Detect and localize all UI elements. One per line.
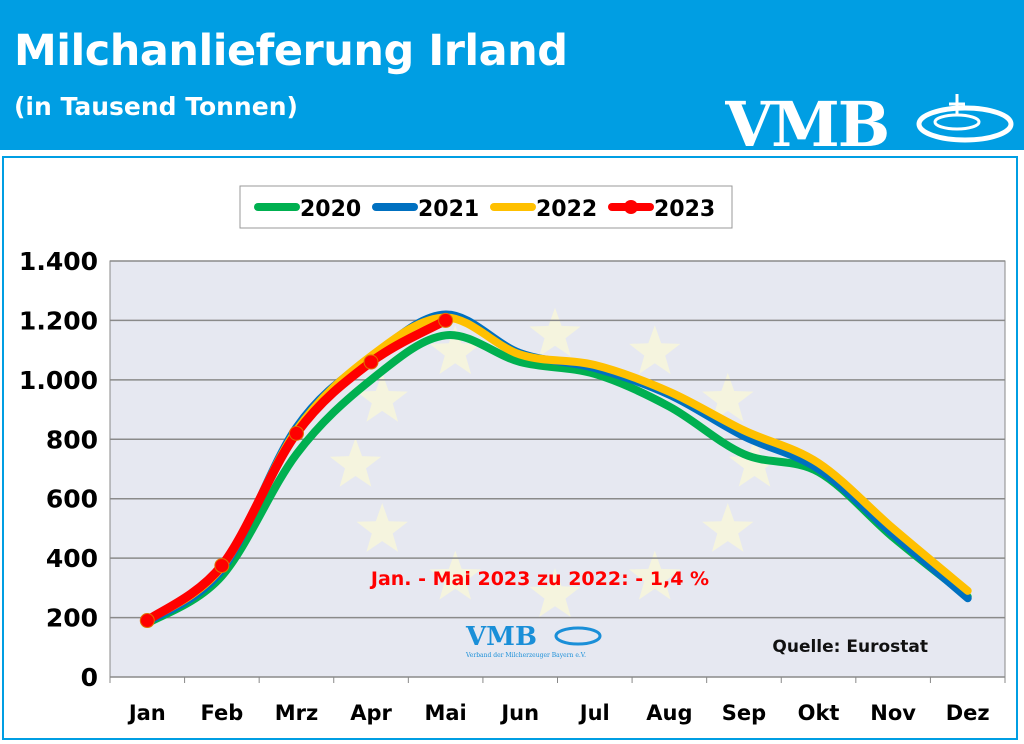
watermark-subtext: Verband der Milcherzeuger Bayern e.V. xyxy=(465,652,586,659)
legend-label-2021: 2021 xyxy=(418,197,479,222)
star-icon xyxy=(702,372,754,422)
x-tick-label: Mrz xyxy=(275,701,318,725)
star-icon xyxy=(529,568,581,617)
data-point-2023 xyxy=(288,425,304,441)
eu-stars-background xyxy=(329,307,781,617)
x-tick-label: Sep xyxy=(722,701,766,725)
x-tick-label: Jan xyxy=(127,701,166,725)
y-tick-label: 600 xyxy=(46,485,98,514)
vmb-watermark: VMB Verband der Milcherzeuger Bayern e.V… xyxy=(465,622,602,659)
star-icon xyxy=(329,438,382,487)
watermark-swirl-icon xyxy=(554,626,602,646)
star-icon xyxy=(529,307,581,357)
series-lines xyxy=(139,310,972,629)
source-text: Quelle: Eurostat xyxy=(772,637,928,657)
vmb-logo-text: VMB xyxy=(725,88,888,150)
x-tick-label: Jun xyxy=(499,701,539,725)
data-point-2023 xyxy=(139,613,155,629)
x-axis-ticks: Jan Feb Mrz Apr Mai Jun Jul Aug Sep Okt Nov Dez xyxy=(109,677,1006,725)
legend: 2020 2021 2022 2023 xyxy=(239,185,733,229)
data-point-2023 xyxy=(438,312,454,328)
y-tick-label: 1.000 xyxy=(19,366,98,395)
y-axis-ticks: 0 200 400 600 800 1.000 1.200 1.400 xyxy=(19,247,98,692)
x-tick-label: Aug xyxy=(646,701,692,725)
x-tick-label: Apr xyxy=(350,701,392,725)
x-tick-label: Mai xyxy=(424,701,466,725)
star-icon xyxy=(728,438,781,487)
chart-frame xyxy=(2,156,1018,740)
x-tick-label: Okt xyxy=(798,701,840,725)
vmb-logo-swirl-icon xyxy=(916,105,1014,143)
star-icon xyxy=(356,503,408,552)
star-icon xyxy=(702,503,754,552)
page-subtitle: (in Tausend Tonnen) xyxy=(14,92,298,121)
vmb-logo: VMB xyxy=(725,88,1014,150)
annotation-text: Jan. - Mai 2023 zu 2022: - 1,4 % xyxy=(369,568,709,590)
legend-label-2022: 2022 xyxy=(536,197,597,222)
y-tick-label: 0 xyxy=(81,663,98,692)
star-icon xyxy=(429,550,481,600)
data-point-2023 xyxy=(363,354,379,370)
x-tick-label: Dez xyxy=(946,701,990,725)
watermark-logo-text: VMB xyxy=(465,622,537,652)
legend-marker-2023 xyxy=(624,200,638,214)
legend-label-2020: 2020 xyxy=(300,197,361,222)
y-tick-label: 400 xyxy=(46,544,98,573)
data-point-2023 xyxy=(214,558,230,574)
legend-label-2023: 2023 xyxy=(654,197,715,222)
x-tick-label: Feb xyxy=(200,701,243,725)
x-tick-label: Nov xyxy=(870,701,916,725)
legend-box xyxy=(239,185,733,229)
y-tick-label: 1.200 xyxy=(19,306,98,335)
header-banner: Milchanlieferung Irland (in Tausend Tonn… xyxy=(0,0,1024,150)
x-tick-label: Jul xyxy=(578,701,610,725)
page-title: Milchanlieferung Irland xyxy=(14,26,568,76)
star-icon xyxy=(429,325,481,375)
y-tick-label: 200 xyxy=(46,604,98,633)
y-tick-label: 1.400 xyxy=(19,247,98,276)
star-icon xyxy=(356,372,408,422)
y-tick-label: 800 xyxy=(46,425,98,454)
vmb-logo-drop-icon xyxy=(949,94,965,116)
star-icon xyxy=(629,325,681,375)
star-icon xyxy=(629,550,681,600)
